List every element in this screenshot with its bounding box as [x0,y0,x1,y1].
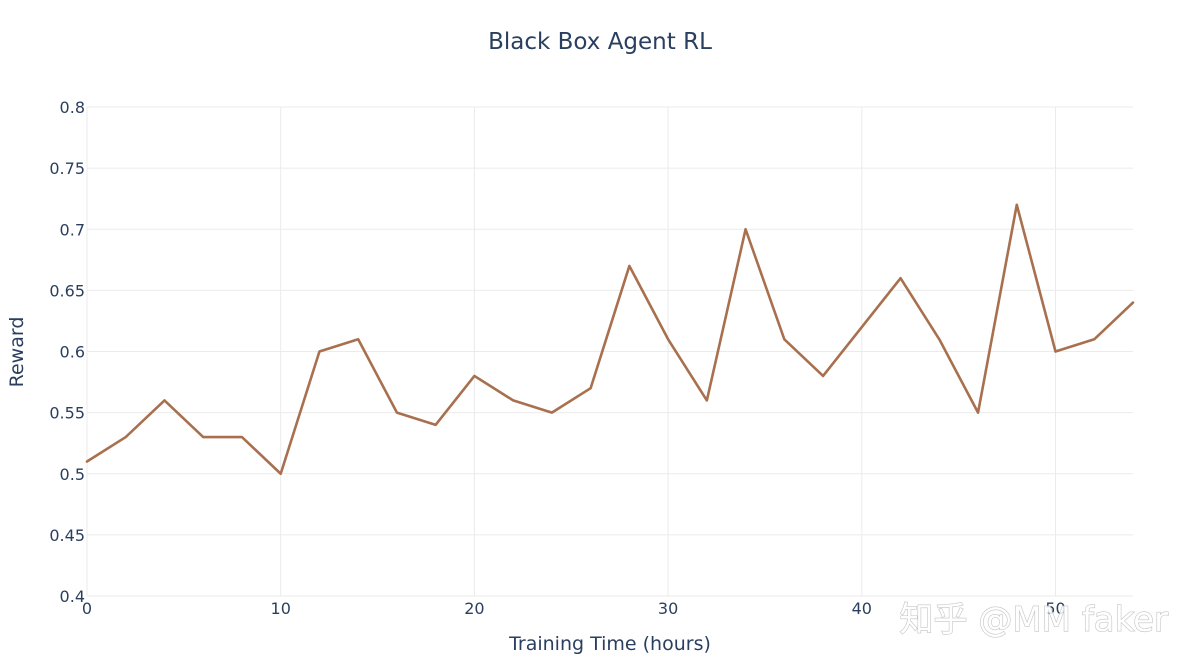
y-tick-label: 0.65 [49,281,85,300]
x-tick-label: 10 [271,599,291,618]
y-tick-label: 0.75 [49,159,85,178]
grid-lines [86,106,1133,597]
x-axis-title: Training Time (hours) [508,633,711,655]
x-tick-label: 20 [464,599,484,618]
y-tick-label: 0.55 [49,404,85,423]
watermark-text: 知乎 @MM faker [900,600,1168,640]
x-tick-label: 50 [1045,599,1065,618]
y-tick-label: 0.4 [60,587,85,606]
y-axis-title: Reward [6,317,28,388]
y-tick-label: 0.45 [49,526,85,545]
y-tick-label: 0.7 [60,220,85,239]
series-layer [85,203,1135,476]
x-tick-label: 0 [82,599,92,618]
y-tick-label: 0.6 [60,343,85,362]
x-tick-label: 30 [658,599,678,618]
y-tick-label: 0.8 [60,98,85,117]
series-line [85,203,1135,476]
tick-labels: 0.4 0.45 0.5 0.55 0.6 0.65 0.7 0.75 0.8 0 10 20 30 40… [49,98,1065,618]
x-tick-label: 40 [852,599,872,618]
y-tick-label: 0.5 [60,465,85,484]
chart-title: Black Box Agent RL [488,29,712,55]
